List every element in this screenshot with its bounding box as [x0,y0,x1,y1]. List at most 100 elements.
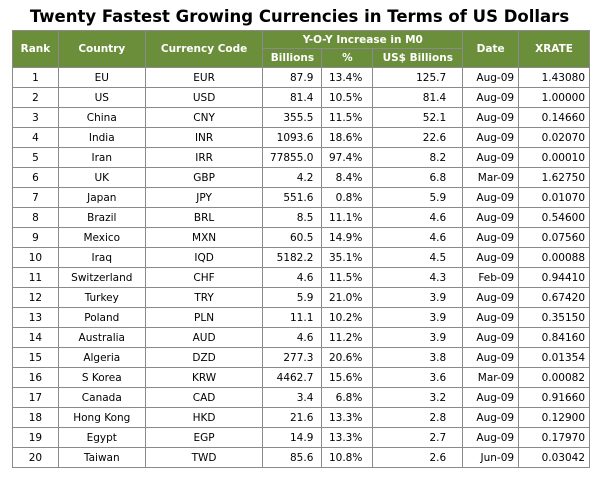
table-row: 7 Japan JPY 551.6 0.8% 5.9 Aug-09 0.01070 [12,187,590,208]
cell-pct: 21.0% [321,287,374,308]
cell-billions: 8.5 [262,207,323,228]
cell-rank: 10 [12,247,59,268]
cell-pct: 10.5% [321,87,374,108]
table-row: 20 Taiwan TWD 85.6 10.8% 2.6 Jun-09 0.03042 [12,447,590,468]
cell-billions: 551.6 [262,187,323,208]
cell-usd-billions: 6.8 [372,167,464,188]
cell-usd-billions: 8.2 [372,147,464,168]
cell-pct: 11.1% [321,207,374,228]
cell-rank: 4 [12,127,59,148]
cell-pct: 11.2% [321,327,374,348]
cell-country: Mexico [57,227,146,248]
cell-pct: 13.3% [321,407,374,428]
cell-xrate: 0.00082 [518,367,590,388]
table-row: 17 Canada CAD 3.4 6.8% 3.2 Aug-09 0.91660 [12,387,590,408]
cell-usd-billions: 2.6 [372,447,464,468]
table-row: 15 Algeria DZD 277.3 20.6% 3.8 Aug-09 0.01354 [12,347,590,368]
cell-rank: 11 [12,267,59,288]
cell-billions: 355.5 [262,107,323,128]
cell-usd-billions: 3.9 [372,307,464,328]
cell-billions: 5182.2 [262,247,323,268]
cell-currency-code: BRL [144,207,264,228]
cell-rank: 12 [12,287,59,308]
cell-date: Aug-09 [462,307,520,328]
cell-country: Australia [57,327,146,348]
cell-usd-billions: 4.3 [372,267,464,288]
cell-pct: 97.4% [321,147,374,168]
cell-country: Turkey [57,287,146,308]
table-row: 11 Switzerland CHF 4.6 11.5% 4.3 Feb-09 0.94410 [12,267,590,288]
cell-xrate: 0.91660 [518,387,590,408]
cell-xrate: 1.43080 [518,67,590,88]
cell-date: Aug-09 [462,387,520,408]
cell-xrate: 0.00010 [518,147,590,168]
cell-rank: 7 [12,187,59,208]
cell-date: Mar-09 [462,367,520,388]
cell-pct: 11.5% [321,267,374,288]
cell-xrate: 0.01070 [518,187,590,208]
cell-date: Aug-09 [462,67,520,88]
table-row: 5 Iran IRR 77855.0 97.4% 8.2 Aug-09 0.00010 [12,147,590,168]
cell-currency-code: TRY [144,287,264,308]
cell-currency-code: CHF [144,267,264,288]
cell-rank: 19 [12,427,59,448]
header-pct: % [321,48,374,68]
cell-rank: 15 [12,347,59,368]
table-row: 1 EU EUR 87.9 13.4% 125.7 Aug-09 1.43080 [12,67,590,88]
cell-xrate: 0.12900 [518,407,590,428]
cell-date: Aug-09 [462,347,520,368]
cell-country: UK [57,167,146,188]
cell-billions: 85.6 [262,447,323,468]
cell-date: Aug-09 [462,427,520,448]
cell-billions: 1093.6 [262,127,323,148]
cell-currency-code: CNY [144,107,264,128]
cell-billions: 87.9 [262,67,323,88]
cell-usd-billions: 22.6 [372,127,464,148]
cell-xrate: 0.02070 [518,127,590,148]
cell-currency-code: GBP [144,167,264,188]
cell-currency-code: EGP [144,427,264,448]
cell-xrate: 0.03042 [518,447,590,468]
table-row: 9 Mexico MXN 60.5 14.9% 4.6 Aug-09 0.07560 [12,227,590,248]
table-row: 6 UK GBP 4.2 8.4% 6.8 Mar-09 1.62750 [12,167,590,188]
cell-pct: 8.4% [321,167,374,188]
cell-country: Japan [57,187,146,208]
cell-billions: 81.4 [262,87,323,108]
cell-rank: 5 [12,147,59,168]
table-row: 2 US USD 81.4 10.5% 81.4 Aug-09 1.00000 [12,87,590,108]
cell-date: Aug-09 [462,327,520,348]
table-row: 12 Turkey TRY 5.9 21.0% 3.9 Aug-09 0.67420 [12,287,590,308]
cell-country: EU [57,67,146,88]
cell-currency-code: CAD [144,387,264,408]
cell-currency-code: HKD [144,407,264,428]
header-billions: Billions [262,48,323,68]
table-row: 10 Iraq IQD 5182.2 35.1% 4.5 Aug-09 0.00088 [12,247,590,268]
cell-country: Brazil [57,207,146,228]
cell-date: Mar-09 [462,167,520,188]
cell-date: Aug-09 [462,227,520,248]
cell-rank: 3 [12,107,59,128]
header-xrate: XRATE [518,30,590,68]
cell-xrate: 0.07560 [518,227,590,248]
cell-currency-code: AUD [144,327,264,348]
cell-usd-billions: 4.6 [372,227,464,248]
cell-date: Aug-09 [462,287,520,308]
header-currency-code: Currency Code [144,30,264,68]
cell-usd-billions: 2.7 [372,427,464,448]
cell-rank: 18 [12,407,59,428]
cell-pct: 14.9% [321,227,374,248]
header-usd-billions: US$ Billions [372,48,464,68]
cell-currency-code: JPY [144,187,264,208]
cell-usd-billions: 3.8 [372,347,464,368]
header-country: Country [57,30,146,68]
header-date: Date [462,30,520,68]
cell-billions: 4.6 [262,267,323,288]
cell-rank: 1 [12,67,59,88]
cell-country: China [57,107,146,128]
cell-pct: 13.4% [321,67,374,88]
cell-date: Aug-09 [462,87,520,108]
cell-currency-code: INR [144,127,264,148]
table-row: 14 Australia AUD 4.6 11.2% 3.9 Aug-09 0.84160 [12,327,590,348]
cell-pct: 20.6% [321,347,374,368]
cell-country: India [57,127,146,148]
